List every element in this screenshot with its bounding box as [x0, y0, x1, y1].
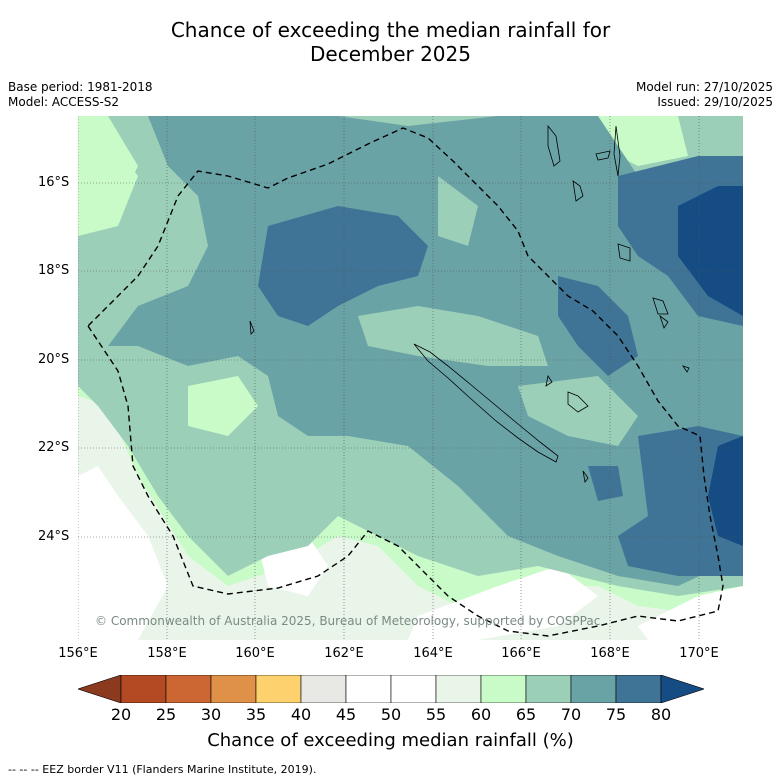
colorbar-tick: 55: [425, 705, 447, 724]
rainfall-map: [78, 116, 743, 640]
coastlines: [249, 124, 690, 483]
colorbar-cell: [255, 675, 302, 703]
colorbar-tick: 20: [110, 705, 132, 724]
patch-65-70-north: [438, 176, 478, 246]
lat-label-16s: 16°S: [38, 175, 70, 190]
colorbar-tick: 30: [200, 705, 222, 724]
colorbar-cell: [435, 675, 482, 703]
colorbar-cell: [615, 675, 662, 703]
base-period: Base period: 1981-2018: [8, 80, 153, 94]
band-below-55-west: [78, 466, 168, 640]
band-below-55-east: [638, 586, 743, 640]
lat-label-18s: 18°S: [38, 263, 70, 278]
graticule: [78, 116, 743, 640]
colorbar-tick: 75: [605, 705, 627, 724]
colorbar-tick: 50: [380, 705, 402, 724]
colorbar-tick: 65: [515, 705, 537, 724]
band-75-80-southeast: [618, 426, 743, 576]
colorbar-cells: [78, 675, 704, 703]
lat-label-22s: 22°S: [38, 440, 70, 455]
patch-60-65-nw: [78, 136, 138, 236]
title-line-2: December 2025: [310, 42, 471, 66]
lat-label-20s: 20°S: [38, 352, 70, 367]
colorbar-label: Chance of exceeding median rainfall (%): [207, 730, 574, 751]
colorbar-tick: 80: [650, 705, 672, 724]
title-line-1: Chance of exceeding the median rainfall …: [170, 18, 611, 42]
issued-date: Issued: 29/10/2025: [657, 95, 773, 109]
copyright-text: © Commonwealth of Australia 2025, Bureau…: [95, 614, 601, 628]
colorbar-cell: [390, 675, 437, 703]
lon-label-168e: 168°E: [590, 646, 630, 661]
colorbar: [78, 675, 704, 703]
band-75-80-middle-east: [558, 276, 638, 376]
colorbar-cell: [120, 675, 167, 703]
band-above-80-ne: [678, 186, 743, 316]
band-75-80-west: [258, 206, 428, 326]
band-below-55-southeast: [408, 566, 598, 640]
band-75-80-small: [588, 466, 623, 501]
map-svg: [78, 116, 743, 640]
colorbar-cell: [660, 675, 704, 703]
colorbar-tick: 25: [155, 705, 177, 724]
band-above-80-se: [708, 436, 743, 546]
colorbar-cell: [165, 675, 212, 703]
patch-65-70-east: [518, 376, 638, 446]
colorbar-cell: [300, 675, 347, 703]
eez-footnote: -- -- -- EEZ border V11 (Flanders Marine…: [8, 763, 317, 776]
colorbar-tick: 35: [245, 705, 267, 724]
eez-border: [87, 127, 724, 637]
colorbar-cell: [210, 675, 257, 703]
lon-label-156e: 156°E: [58, 646, 98, 661]
model-name: Model: ACCESS-S2: [8, 95, 120, 109]
colorbar-cell: [78, 675, 122, 703]
meta-left: Base period: 1981-2018 Model: ACCESS-S2: [8, 80, 153, 110]
lat-label-24s: 24°S: [38, 529, 70, 544]
lon-label-170e: 170°E: [679, 646, 719, 661]
colorbar-cell: [480, 675, 527, 703]
map-title: Chance of exceeding the median rainfall …: [0, 18, 781, 66]
colorbar-cell: [345, 675, 392, 703]
lon-label-158e: 158°E: [147, 646, 187, 661]
lon-label-164e: 164°E: [413, 646, 453, 661]
model-run: Model run: 27/10/2025: [635, 80, 773, 94]
patch-60-65-west: [188, 376, 258, 436]
colorbar-tick: 60: [470, 705, 492, 724]
colorbar-tick: 40: [290, 705, 312, 724]
meta-right: Model run: 27/10/2025 Issued: 29/10/2025: [636, 80, 773, 110]
colorbar-tick: 70: [560, 705, 582, 724]
colorbar-cell: [570, 675, 617, 703]
colorbar-cell: [525, 675, 572, 703]
lon-label-166e: 166°E: [501, 646, 541, 661]
patch-65-70-center: [358, 306, 548, 366]
lon-label-160e: 160°E: [235, 646, 275, 661]
lon-label-162e: 162°E: [324, 646, 364, 661]
colorbar-tick: 45: [335, 705, 357, 724]
